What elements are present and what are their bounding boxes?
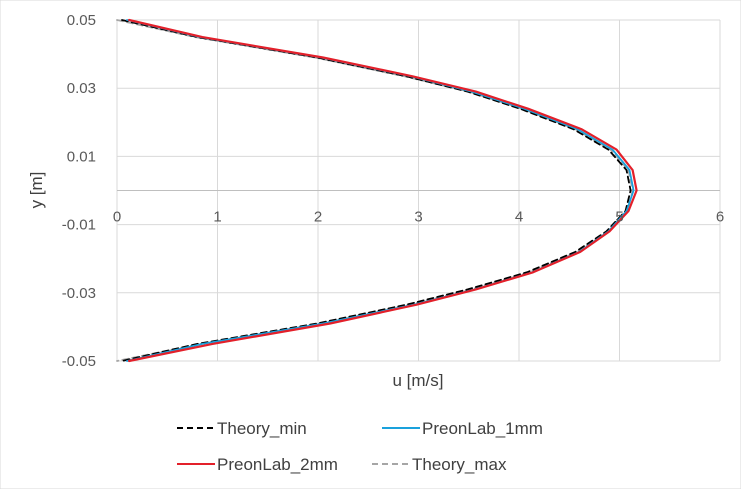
x-tick-label: 4	[515, 209, 523, 226]
legend-item-theory-max: Theory_max	[372, 455, 507, 474]
y-tick-label: 0.05	[67, 12, 96, 29]
x-axis-tick-labels: 0 1 2 3 4 5 6	[113, 209, 724, 226]
y-tick-label: -0.03	[62, 285, 96, 302]
x-tick-label: 1	[213, 209, 221, 226]
y-axis-title: y [m]	[27, 172, 46, 209]
series-line-preonlab-2mm	[128, 18, 638, 363]
x-tick-label: 0	[113, 209, 121, 226]
x-axis-title: u [m/s]	[392, 371, 443, 390]
y-tick-label: 0.01	[67, 148, 96, 165]
legend: Theory_min PreonLab_1mm PreonLab_2mm Theory…	[177, 419, 543, 474]
y-tick-label: 0.03	[67, 80, 96, 97]
legend-item-preonlab-1mm: PreonLab_1mm	[382, 419, 543, 438]
y-axis-tick-labels: -0.05 -0.03 -0.01 0.01 0.03 0.05	[62, 12, 96, 370]
x-tick-label: 6	[716, 209, 724, 226]
y-tick-label: -0.05	[62, 353, 96, 370]
x-tick-label: 2	[314, 209, 322, 226]
x-tick-label: 3	[414, 209, 422, 226]
legend-label: PreonLab_2mm	[217, 455, 338, 474]
series-layer	[116, 18, 638, 363]
y-tick-label: -0.01	[62, 217, 96, 234]
legend-label: Theory_max	[412, 455, 507, 474]
legend-item-theory-min: Theory_min	[177, 419, 307, 438]
legend-label: Theory_min	[217, 419, 307, 438]
legend-label: PreonLab_1mm	[422, 419, 543, 438]
legend-item-preonlab-2mm: PreonLab_2mm	[177, 455, 338, 474]
x-tick-label: 5	[615, 209, 623, 226]
